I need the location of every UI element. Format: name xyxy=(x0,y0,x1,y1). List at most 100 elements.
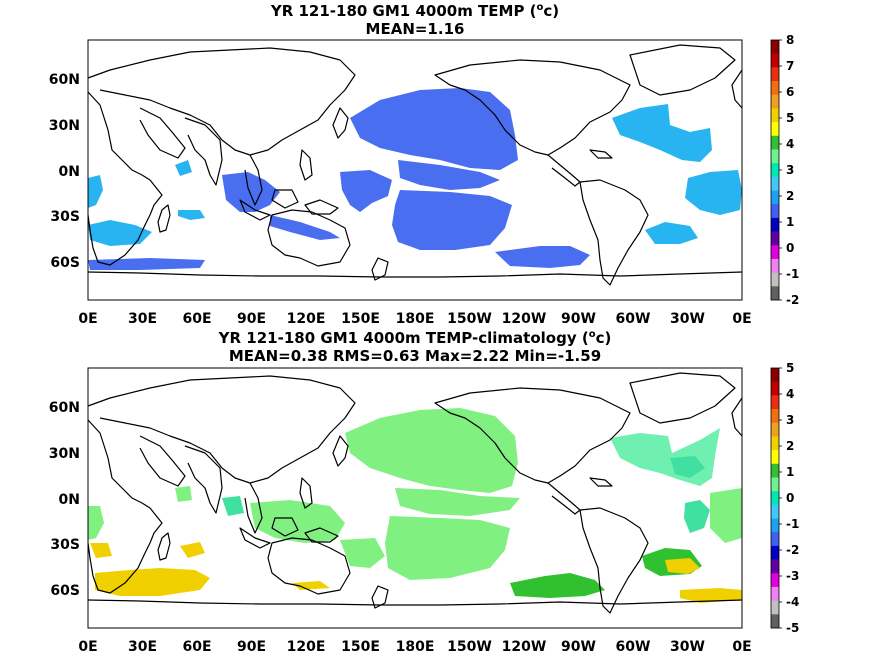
x-tick-0e-0: 0E xyxy=(78,311,97,327)
colorbar-swatch-1 xyxy=(771,381,779,396)
panel-1-colorbar: 8 7 6 5 4 3 2 1 0 -1 -2 xyxy=(770,33,799,307)
southern-ocean-band xyxy=(88,258,205,270)
panel-2-map xyxy=(87,367,743,629)
x-tick-90e-3: 90E xyxy=(237,639,266,655)
colorbar-label-3: 2 xyxy=(786,439,794,453)
y-tick-30s: 30S xyxy=(50,537,80,553)
west-atlantic-teal xyxy=(670,456,705,478)
x-tick-60e-2: 60E xyxy=(182,639,211,655)
colorbar-swatch-13 xyxy=(771,217,779,232)
tropical-pacific-blob xyxy=(395,488,520,516)
colorbar-label-2: 3 xyxy=(786,413,794,427)
colorbar-label-10: -2 xyxy=(786,293,799,307)
south-atlantic-yellow xyxy=(665,558,700,574)
south-indian-yellow-3 xyxy=(180,542,205,558)
colorbar-swatch-14 xyxy=(771,559,779,574)
indian-blob xyxy=(250,500,345,543)
colorbar-swatch-12 xyxy=(771,204,779,219)
colorbar-swatch-11 xyxy=(771,518,779,533)
colorbar-swatch-10 xyxy=(771,176,779,191)
south-atlantic-yellow-2 xyxy=(680,588,742,603)
agulhas-blob-2 xyxy=(178,210,205,220)
colorbar-label-5: 0 xyxy=(786,491,794,505)
panel-2-y-ticks: 60N 30N 0N 30S 60S xyxy=(49,400,80,599)
y-tick-60s: 60S xyxy=(50,583,80,599)
south-atlantic-teal xyxy=(684,500,710,533)
x-tick-30e-1: 30E xyxy=(128,639,157,655)
indian-small-blob xyxy=(175,160,192,176)
panel-2-map-border xyxy=(87,367,743,629)
colorbar-swatch-13 xyxy=(771,545,779,560)
colorbar-swatch-5 xyxy=(771,436,779,451)
panel-1-y-ticks: 60N 30N 0N 30S 60S xyxy=(49,72,80,271)
south-atlantic-blob-2 xyxy=(645,222,698,244)
panel-2-colorbar: 5 4 3 2 1 0 -1 -2 -3 -4 -5 xyxy=(770,361,799,635)
colorbar-swatch-14 xyxy=(771,231,779,246)
colorbar-swatch-7 xyxy=(771,135,779,150)
west-indian-blob xyxy=(88,506,104,540)
colorbar-label-4: 1 xyxy=(786,465,794,479)
colorbar-label-8: 0 xyxy=(786,241,794,255)
colorbar-swatch-16 xyxy=(771,258,779,273)
north-pacific-blob xyxy=(350,88,518,170)
colorbar-swatch-0 xyxy=(771,40,779,54)
x-tick-0e-0: 0E xyxy=(78,639,97,655)
tasman-blob xyxy=(340,538,385,568)
y-tick-60n: 60N xyxy=(49,400,80,416)
x-tick-30e-1: 30E xyxy=(128,311,157,327)
y-tick-60n: 60N xyxy=(49,72,80,88)
y-tick-0n: 0N xyxy=(59,492,80,508)
colorbar-swatch-10 xyxy=(771,504,779,519)
colorbar-swatch-7 xyxy=(771,463,779,478)
x-tick-90w-9: 90W xyxy=(561,311,596,327)
x-tick-0e-12: 0E xyxy=(732,639,751,655)
x-tick-120w-8: 120W xyxy=(502,639,547,655)
colorbar-swatch-17 xyxy=(771,272,779,287)
x-tick-60e-2: 60E xyxy=(182,311,211,327)
colorbar-swatch-8 xyxy=(771,149,779,164)
colorbar-label-3: 5 xyxy=(786,111,794,125)
colorbar-label-6: 2 xyxy=(786,189,794,203)
panel-2-field xyxy=(88,408,742,603)
colorbar-label-6: -1 xyxy=(786,517,799,531)
colorbar-label-0: 5 xyxy=(786,361,794,375)
panel-1-map xyxy=(87,39,743,301)
colorbar-label-7: 1 xyxy=(786,215,794,229)
panel-2-stats: MEAN=0.38 RMS=0.63 Max=2.22 Min=-1.59 xyxy=(229,347,601,365)
y-tick-60s: 60S xyxy=(50,255,80,271)
tasman-blob xyxy=(340,170,392,212)
colorbar-swatch-6 xyxy=(771,450,779,465)
colorbar-swatch-11 xyxy=(771,190,779,205)
colorbar-label-7: -2 xyxy=(786,543,799,557)
colorbar-swatch-15 xyxy=(771,573,779,588)
south-indian-yellow xyxy=(95,568,210,596)
colorbar-swatch-16 xyxy=(771,586,779,601)
indian-small-blob xyxy=(175,486,192,502)
colorbar-swatch-3 xyxy=(771,409,779,424)
colorbar-swatch-5 xyxy=(771,108,779,123)
south-pacific-yellow xyxy=(292,581,330,590)
south-atlantic-blob xyxy=(685,170,742,215)
colorbar-label-8: -3 xyxy=(786,569,799,583)
colorbar-label-0: 8 xyxy=(786,33,794,47)
south-indian-blob xyxy=(222,172,280,212)
colorbar-label-2: 6 xyxy=(786,85,794,99)
colorbar-swatch-0 xyxy=(771,368,779,382)
indian-teal-blob xyxy=(222,496,244,516)
colorbar-swatch-18 xyxy=(771,614,779,629)
panel-1-stats: MEAN=1.16 xyxy=(366,20,465,38)
x-tick-150e-5: 150E xyxy=(341,639,380,655)
tropical-pacific-blob xyxy=(398,160,500,190)
x-tick-120w-8: 120W xyxy=(502,311,547,327)
y-tick-30n: 30N xyxy=(49,118,80,134)
colorbar-label-9: -1 xyxy=(786,267,799,281)
southern-ocean-band-2 xyxy=(495,246,590,268)
agulhas-blob xyxy=(88,220,152,246)
y-tick-30n: 30N xyxy=(49,446,80,462)
panel-1-title: YR 121-180 GM1 4000m TEMP (oc) xyxy=(270,2,559,20)
x-tick-150e-5: 150E xyxy=(341,311,380,327)
x-tick-60w-10: 60W xyxy=(616,639,651,655)
y-tick-0n: 0N xyxy=(59,164,80,180)
panel-2: YR 121-180 GM1 4000m TEMP-climatology (o… xyxy=(49,329,800,655)
colorbar-swatch-17 xyxy=(771,600,779,615)
